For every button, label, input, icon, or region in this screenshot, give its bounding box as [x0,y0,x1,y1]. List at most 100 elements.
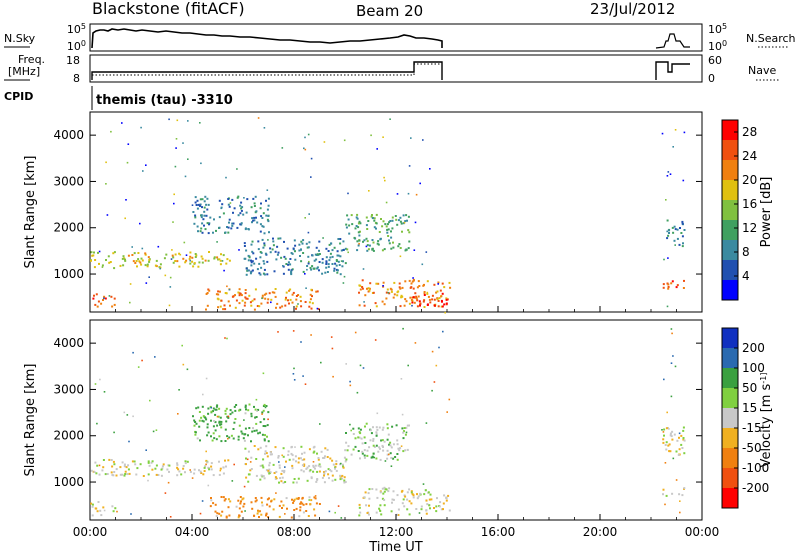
echo-pixel [212,407,215,410]
noise-pixel [127,143,130,145]
y-tick-label: 3000 [53,382,84,396]
noise-pixel [304,148,307,151]
noise-pixel [438,346,440,349]
echo-pixel [261,225,264,228]
nave-label: Nave [748,64,776,77]
noise-pixel [243,197,245,199]
echo-pixel [233,207,236,210]
echo-pixel [314,253,317,256]
noise-pixel [320,361,322,364]
echo-pixel [284,257,287,260]
echo-pixel [231,198,234,201]
noise-pixel [382,285,384,287]
noise-pixel [319,423,321,425]
echo-pixel [93,294,95,297]
echo-pixel [251,299,254,302]
echo-pixel [121,473,124,476]
noise-pixel [225,176,227,179]
echo-pixel [220,426,223,429]
echo-pixel [332,463,335,466]
echo-pixel [113,303,116,306]
echo-pixel [273,498,276,501]
echo-pixel [316,266,319,269]
echo-pixel [209,216,212,219]
noise-pixel [164,274,167,277]
echo-pixel [412,496,415,499]
echo-pixel [204,259,207,262]
echo-pixel [108,261,111,264]
echo-pixel [112,474,115,477]
echo-pixel [270,298,273,301]
echo-pixel [197,230,199,233]
echo-pixel [318,269,320,272]
echo-pixel [354,227,357,230]
x-tick-label: 00:00 [73,525,108,539]
noise-pixel [169,276,172,279]
noise-pixel [228,288,231,291]
echo-pixel [214,408,217,411]
echo-pixel [154,264,157,267]
echo-pixel [217,298,220,301]
echo-pixel [327,265,330,268]
echo-pixel [218,435,221,438]
echo-pixel [227,203,230,206]
echo-pixel [667,229,670,232]
echo-pixel [96,464,99,467]
echo-pixel [441,282,444,285]
echo-pixel [315,480,318,483]
colorbar-swatch [722,408,738,429]
echo-pixel [316,452,318,455]
echo-pixel [267,204,270,207]
echo-pixel [440,305,443,308]
echo-pixel [229,500,232,503]
echo-pixel [401,427,404,430]
echo-pixel [261,501,263,504]
echo-pixel [670,435,673,438]
echo-pixel [682,426,685,429]
echo-pixel [198,261,201,264]
echo-pixel [261,411,264,414]
noise-pixel [347,192,349,195]
echo-pixel [212,231,214,234]
noise-pixel [103,509,106,512]
echo-pixel [267,469,270,472]
echo-pixel [260,474,263,477]
echo-pixel [344,449,347,452]
echo-pixel [240,222,243,225]
echo-pixel [210,497,212,499]
echo-pixel [435,505,438,508]
echo-pixel [101,469,104,472]
echo-pixel [324,447,327,450]
echo-pixel [266,260,269,263]
echo-pixel [326,456,329,458]
echo-pixel [263,438,266,441]
echo-pixel [220,253,222,256]
echo-pixel [238,294,241,297]
noise-pixel [354,331,357,334]
echo-pixel [406,448,409,451]
noise-pixel [431,389,433,392]
echo-pixel [674,228,677,231]
velocity-ylabel: Slant Range [km] [23,364,38,477]
echo-pixel [202,218,205,221]
echo-pixel [305,242,308,245]
echo-pixel [448,509,451,512]
echo-pixel [177,468,180,471]
echo-pixel [289,288,292,291]
noise-pixel [679,511,681,514]
echo-pixel [408,424,410,427]
noise-pixel [202,393,204,396]
echo-pixel [666,237,669,240]
echo-pixel [364,442,367,444]
echo-pixel [280,256,283,259]
echo-pixel [259,207,262,210]
echo-pixel [326,448,329,451]
echo-pixel [189,470,192,473]
noise-pixel [187,158,189,160]
echo-pixel [185,259,188,262]
echo-pixel [184,460,187,463]
echo-pixel [428,504,431,507]
echo-pixel [391,227,394,230]
noise-pixel [106,214,109,216]
echo-pixel [416,286,419,289]
